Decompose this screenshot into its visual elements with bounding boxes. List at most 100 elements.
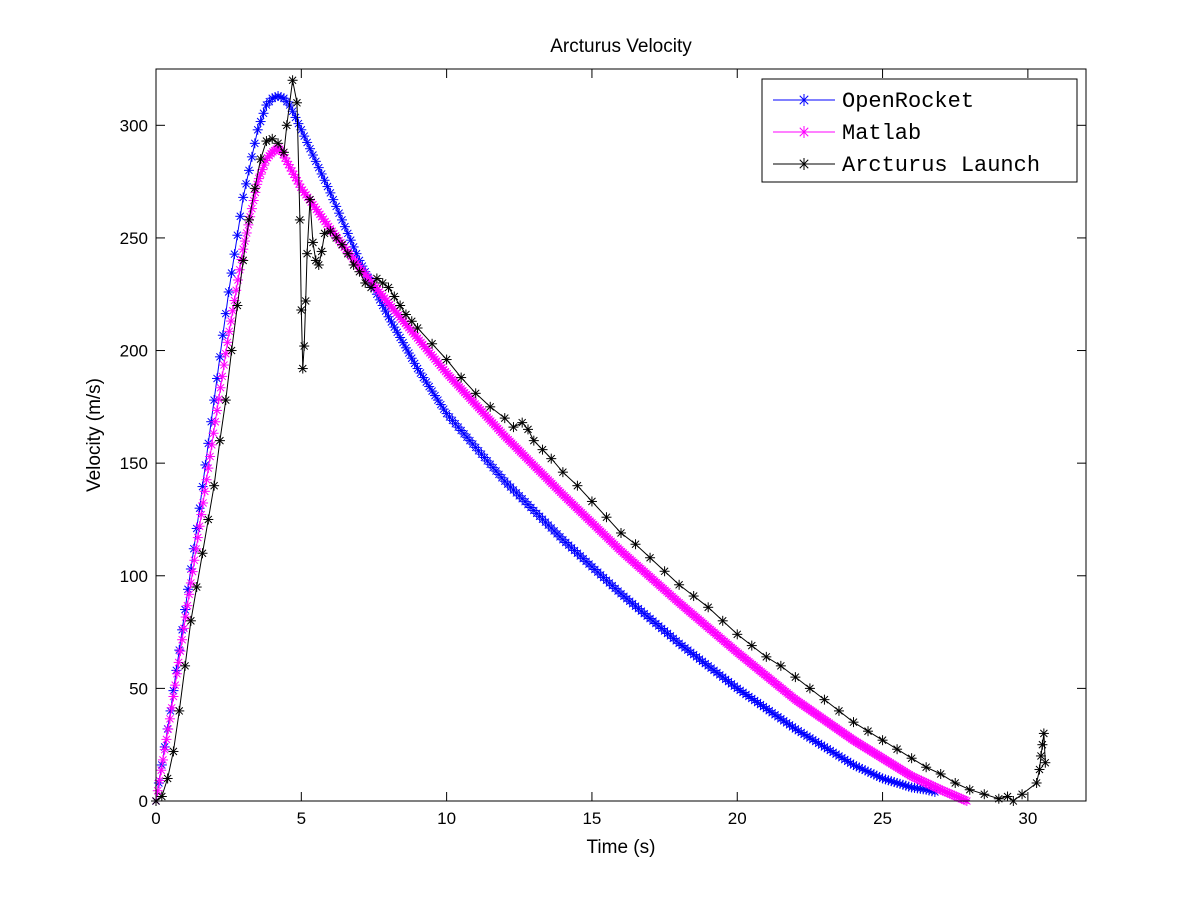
data-point xyxy=(392,327,403,338)
y-axis-label: Velocity (m/s) xyxy=(84,378,105,492)
data-point xyxy=(781,717,792,728)
data-point xyxy=(168,691,179,702)
data-point xyxy=(508,422,519,433)
x-tick-label: 25 xyxy=(873,809,892,828)
series-matlab xyxy=(151,142,972,806)
chart-title: Arcturus Velocity xyxy=(550,36,692,57)
data-point xyxy=(412,323,423,334)
data-point xyxy=(749,695,760,706)
data-point xyxy=(921,762,932,773)
data-point xyxy=(337,239,347,250)
data-point xyxy=(232,274,243,285)
data-point xyxy=(152,785,163,796)
y-tick-label: 200 xyxy=(120,342,148,361)
data-point xyxy=(241,178,252,189)
x-tick-label: 15 xyxy=(582,809,601,828)
y-tick-label: 300 xyxy=(120,116,148,135)
data-point xyxy=(366,282,377,293)
data-point xyxy=(778,715,789,726)
data-point xyxy=(187,566,198,577)
data-point xyxy=(235,211,246,222)
data-point xyxy=(180,612,191,623)
data-point xyxy=(178,623,189,634)
data-point xyxy=(310,255,321,266)
data-point xyxy=(222,337,233,348)
y-tick-label: 50 xyxy=(129,679,148,698)
data-point xyxy=(217,330,228,341)
data-point xyxy=(950,777,961,788)
data-point xyxy=(616,527,626,538)
data-point xyxy=(979,789,990,800)
data-point xyxy=(325,226,336,237)
data-point xyxy=(438,404,449,415)
legend-entry: Arcturus Launch xyxy=(773,153,1040,178)
series-arcturus-launch xyxy=(151,75,1051,806)
data-point xyxy=(157,754,168,765)
data-point xyxy=(456,372,467,383)
data-point xyxy=(168,746,179,757)
data-point xyxy=(775,713,786,724)
data-point xyxy=(252,124,263,135)
data-point xyxy=(316,246,327,257)
data-point xyxy=(906,753,917,764)
y-tick-label: 150 xyxy=(120,454,148,473)
data-point xyxy=(192,532,203,543)
y-tick-label: 100 xyxy=(120,567,148,586)
data-point xyxy=(804,683,815,694)
data-point xyxy=(1038,728,1049,739)
data-point xyxy=(163,724,174,735)
data-point xyxy=(1035,750,1046,761)
data-point xyxy=(316,168,327,179)
data-point xyxy=(738,687,749,698)
x-tick-label: 0 xyxy=(151,809,160,828)
data-point xyxy=(400,309,411,320)
data-point xyxy=(174,705,185,716)
x-tick-label: 20 xyxy=(728,809,747,828)
data-point xyxy=(300,295,311,306)
data-point xyxy=(740,689,751,700)
data-point xyxy=(380,306,391,317)
data-point xyxy=(246,203,257,214)
data-point xyxy=(296,304,307,315)
plot-frame xyxy=(155,68,1087,802)
data-point xyxy=(546,453,557,464)
data-point xyxy=(470,388,481,399)
data-point xyxy=(313,259,324,270)
data-point xyxy=(287,106,298,117)
data-point xyxy=(960,795,971,806)
legend-label: Matlab xyxy=(842,121,921,146)
data-point xyxy=(499,413,510,424)
data-point xyxy=(212,405,223,416)
data-point xyxy=(203,514,214,525)
data-point xyxy=(297,363,308,374)
data-point xyxy=(196,509,207,520)
data-point xyxy=(258,108,269,119)
data-point xyxy=(220,395,231,406)
data-point xyxy=(154,775,165,786)
data-point xyxy=(287,75,298,86)
data-point xyxy=(223,286,234,297)
data-point xyxy=(239,236,250,247)
data-point xyxy=(1002,791,1013,802)
data-point xyxy=(299,341,310,352)
series-markers-matlab xyxy=(151,142,972,806)
data-point xyxy=(630,539,641,550)
data-point xyxy=(189,555,200,566)
data-point xyxy=(185,615,196,626)
data-point xyxy=(389,322,400,333)
data-point xyxy=(199,486,210,497)
data-point xyxy=(1031,777,1042,788)
data-point xyxy=(743,691,754,702)
data-point xyxy=(732,629,743,640)
data-point xyxy=(371,273,382,284)
data-point xyxy=(278,147,289,158)
data-point xyxy=(1037,739,1048,750)
legend-swatch-marker xyxy=(798,126,810,138)
data-point xyxy=(159,744,170,755)
data-point xyxy=(819,694,830,705)
data-point xyxy=(572,480,583,491)
data-point xyxy=(1040,757,1051,768)
data-point xyxy=(164,713,175,724)
legend: OpenRocket Matlab Arcturus Launch xyxy=(761,78,1078,183)
data-point xyxy=(833,705,844,716)
